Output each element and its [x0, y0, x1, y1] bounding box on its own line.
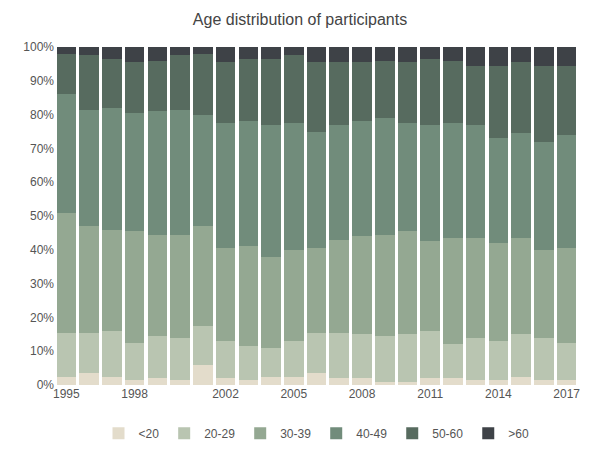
- svg-text:20%: 20%: [30, 311, 54, 325]
- svg-text:2008: 2008: [349, 387, 376, 401]
- svg-text:90%: 90%: [30, 74, 54, 88]
- svg-text:2014: 2014: [485, 387, 512, 401]
- svg-text:40%: 40%: [30, 243, 54, 257]
- svg-text:50%: 50%: [30, 209, 54, 223]
- svg-text:0%: 0%: [37, 378, 55, 392]
- svg-text:80%: 80%: [30, 108, 54, 122]
- svg-text:50-60: 50-60: [432, 427, 463, 441]
- svg-text:30%: 30%: [30, 277, 54, 291]
- svg-text:40-49: 40-49: [356, 427, 387, 441]
- svg-text:30-39: 30-39: [280, 427, 311, 441]
- svg-text:60%: 60%: [30, 175, 54, 189]
- svg-text:20-29: 20-29: [204, 427, 235, 441]
- svg-text:>60: >60: [508, 427, 529, 441]
- svg-text:70%: 70%: [30, 142, 54, 156]
- svg-text:1998: 1998: [121, 387, 148, 401]
- svg-text:2017: 2017: [553, 387, 580, 401]
- svg-text:1995: 1995: [53, 387, 80, 401]
- svg-text:2011: 2011: [417, 387, 443, 401]
- svg-text:<20: <20: [139, 427, 160, 441]
- svg-text:10%: 10%: [30, 344, 54, 358]
- svg-text:Age distribution of participan: Age distribution of participants: [193, 11, 407, 28]
- svg-text:2005: 2005: [280, 387, 307, 401]
- svg-text:100%: 100%: [23, 40, 54, 54]
- svg-text:2002: 2002: [212, 387, 239, 401]
